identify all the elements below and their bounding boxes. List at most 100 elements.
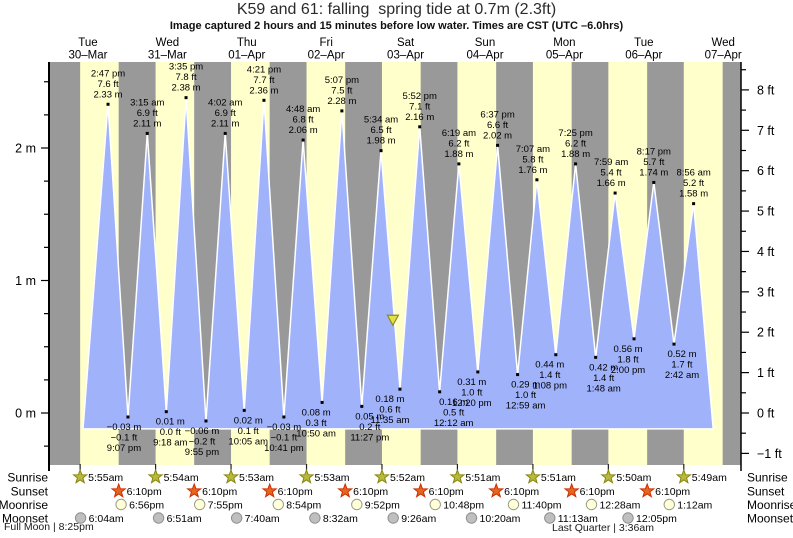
tide-event-time-label: 10:50 am	[296, 428, 336, 439]
moonset-row: Moonset Moonset 6:04am 6:51am 7:40am 8:32am 9:…	[2, 512, 793, 526]
moonrise-circle-icon	[429, 498, 441, 511]
tide-event-low: −0.06 m−0.2 ft9:55 pm	[185, 419, 219, 458]
tide-event-dot	[145, 131, 149, 135]
sunset-star-icon	[412, 482, 429, 498]
right-tick-label: 4 ft	[757, 245, 775, 259]
tide-event-dot	[457, 162, 461, 166]
tide-event-ft-label: 7.1 ft	[409, 101, 430, 112]
right-tick-label: 5 ft	[757, 205, 775, 219]
tide-event-high: 6:19 am6.2 ft1.88 m	[442, 128, 476, 166]
tide-event-low: 0.52 m1.7 ft2:42 am	[665, 342, 699, 381]
tide-event-ft-label: 6.6 ft	[487, 120, 508, 131]
tide-event-m-label: 0.29 m	[511, 380, 540, 391]
page-subtitle: Image captured 2 hours and 15 minutes be…	[169, 20, 624, 32]
tide-event-m-label: −0.03 m	[107, 422, 142, 433]
tide-event-time-label: 12:20 pm	[452, 398, 492, 409]
day-label: Tue 30–Mar	[69, 37, 108, 62]
tide-event-dot	[398, 387, 402, 391]
tide-event-dot	[126, 415, 130, 419]
tide-event-m-label: 2.11 m	[133, 118, 161, 129]
day-label: Fri 02–Apr	[308, 37, 345, 62]
tide-event-dot	[184, 96, 188, 100]
tide-event-m-label: 0.31 m	[457, 377, 486, 388]
tide-event-dot	[282, 415, 286, 419]
tide-event-time-label: 3:15 am	[130, 97, 164, 108]
sunset-star-icon	[261, 482, 278, 498]
moonset-time: 10:20am	[480, 513, 521, 525]
tide-event-time-label: 6:37 pm	[480, 109, 514, 120]
tide-event-m-label: 2.38 m	[172, 83, 201, 94]
y-axis-right: −1 ft 0 ft 1 ft 2 ft 3 ft 4 ft 5 ft 6 ft 7 ft 8 f…	[740, 62, 782, 471]
tide-event-dot	[379, 149, 383, 153]
moonrise-time: 10:48pm	[443, 500, 484, 512]
tide-event-time-label: 7:59 am	[594, 157, 628, 168]
tide-event-m-label: 0.05 m	[355, 411, 384, 422]
sunrise-time: 5:53am	[239, 472, 274, 484]
tide-event-high: 7:07 am5.8 ft1.76 m	[516, 144, 550, 182]
sunrise-star-icon	[223, 468, 240, 484]
moonset-time: 11:13am	[558, 513, 598, 525]
page-title: K59 and 61: falling spring tide at 0.7m …	[236, 1, 557, 18]
right-tick-label: 2 ft	[757, 326, 775, 340]
tide-event-low: 0.44 m1.4 ft1:08 pm	[533, 353, 567, 392]
tide-event-high: 4:48 am6.8 ft2.06 m	[286, 104, 320, 142]
day-label: Wed 31–Mar	[148, 37, 187, 62]
tide-event-dot	[554, 353, 558, 357]
sunset-time: 6:10pm	[504, 486, 539, 498]
tide-event-ft-label: 7.5 ft	[331, 85, 352, 96]
tide-event-m-label: 0.01 m	[156, 417, 185, 428]
right-tick-label: 1 ft	[757, 366, 775, 380]
tide-event-dot	[223, 131, 227, 135]
moonset-circle-icon	[544, 512, 556, 524]
tide-event-dot	[340, 109, 344, 113]
moonset-time: 6:51am	[167, 513, 202, 525]
sunrise-star-icon	[72, 468, 89, 484]
sunset-star-icon	[488, 482, 505, 498]
right-tick-label: −1 ft	[757, 447, 782, 461]
tide-event-dot	[164, 410, 168, 414]
tide-event-ft-label: 1.8 ft	[617, 354, 638, 365]
tide-event-m-label: −0.03 m	[267, 422, 302, 433]
tide-event-dot	[594, 355, 598, 359]
tide-event-ft-label: 1.7 ft	[671, 360, 692, 371]
tide-event-ft-label: 0.5 ft	[443, 407, 464, 418]
tide-event-time-label: 12:12 am	[434, 418, 474, 429]
tide-event-time-label: 5:07 pm	[325, 75, 359, 86]
tide-event-high: 3:35 pm7.8 ft2.38 m	[169, 62, 203, 100]
tide-event-low: 0.42 m1.4 ft1:48 am	[587, 355, 621, 394]
moonrise-circle-icon	[507, 498, 520, 511]
tide-event-time-label: 8:17 pm	[637, 146, 671, 157]
moonset-circle-icon	[74, 512, 87, 524]
tide-event-high: 5:34 am6.5 ft1.98 m	[364, 115, 398, 153]
tide-event-time-label: 10:41 pm	[264, 443, 304, 454]
sunset-time: 6:10pm	[127, 486, 162, 498]
tide-event-time-label: 1:08 pm	[533, 381, 567, 392]
sunrise-star-icon	[147, 468, 164, 484]
tide-event-ft-label: 0.6 ft	[379, 405, 400, 416]
sunset-star-icon	[186, 482, 203, 498]
tide-event-ft-label: 6.9 ft	[137, 108, 158, 119]
tide-event-dot	[360, 404, 364, 408]
moonset-time: 6:04am	[89, 513, 124, 525]
tide-event-high: 2:47 pm7.6 ft2.33 m	[91, 68, 125, 106]
tide-event-dot	[262, 98, 266, 102]
tide-event-dot	[242, 408, 246, 412]
tide-event-dot	[574, 162, 578, 166]
tide-event-dot	[652, 180, 656, 184]
tide-event-dot	[613, 191, 617, 195]
tide-event-ft-label: 5.7 ft	[643, 157, 664, 168]
sunset-star-icon	[563, 482, 580, 498]
moonrise-circle-icon	[663, 498, 675, 511]
sunset-star-icon	[110, 482, 127, 498]
tide-event-time-label: 7:07 am	[516, 144, 550, 155]
tide-event-time-label: 11:27 pm	[350, 432, 389, 443]
full-moon-note: Full Moon | 8:25pm	[4, 521, 94, 533]
day-label: Thu 01–Apr	[228, 37, 265, 62]
sunset-time: 6:10pm	[278, 486, 313, 498]
tide-event-ft-label: 6.8 ft	[293, 115, 314, 126]
tide-event-ft-label: 1.4 ft	[593, 373, 614, 384]
row-label-right-moonrise: Moonrise	[747, 498, 793, 512]
